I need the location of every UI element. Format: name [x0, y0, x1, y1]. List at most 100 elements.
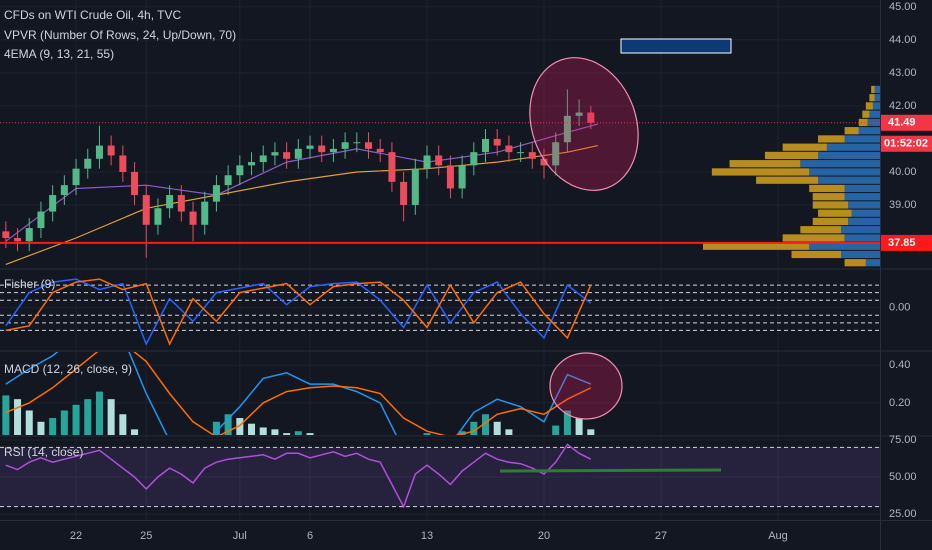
- y-tick-label: 45.00: [889, 1, 917, 13]
- volume-profile-up: [874, 85, 880, 94]
- x-tick-label: Aug: [768, 530, 788, 542]
- y-tick-label: 25.00: [889, 508, 917, 520]
- volume-profile-down: [818, 209, 852, 217]
- candle-body: [84, 158, 92, 169]
- volume-profile-down: [844, 259, 866, 267]
- macd-line: [5, 352, 592, 435]
- histogram-bar: [25, 410, 33, 435]
- candle-body: [411, 168, 419, 205]
- candle-body: [248, 162, 256, 166]
- highlight-ellipse: [529, 57, 639, 191]
- candle-body: [236, 165, 244, 176]
- axes: 22 25 Jul 6 13 20 27 Aug 45.00 44.00 43.00 42.00 40.…: [70, 1, 932, 542]
- candle-body: [271, 152, 279, 156]
- histogram-bar: [423, 433, 431, 435]
- candle-body: [259, 155, 267, 163]
- y-tick-label: 75.00: [889, 434, 917, 446]
- histogram-bar: [84, 399, 92, 435]
- candle-body: [493, 138, 501, 146]
- volume-profile-up: [800, 160, 880, 168]
- candle-body: [318, 145, 326, 153]
- volume-profile-up: [865, 259, 880, 267]
- histogram-bar: [2, 395, 10, 435]
- volume-profile-up: [844, 193, 880, 201]
- y-tick-label: 0.20: [889, 397, 910, 409]
- volume-profile-down: [782, 143, 827, 151]
- histogram-bar: [131, 429, 139, 435]
- candle-body: [329, 148, 337, 153]
- candle-body: [376, 148, 384, 153]
- volume-profile-up: [872, 102, 880, 110]
- candle-body: [481, 138, 490, 153]
- volume-profile-down: [703, 242, 810, 250]
- volume-profile-down: [862, 110, 870, 118]
- candle-body: [423, 155, 431, 169]
- y-tick-label: 0.00: [889, 302, 910, 314]
- support-label: 37.85: [888, 237, 916, 249]
- candle-body: [95, 145, 103, 159]
- rectangle-drawing: [620, 38, 732, 54]
- x-tick-label: Jul: [233, 530, 247, 542]
- histogram-bar: [575, 418, 583, 435]
- volume-profile-down: [812, 217, 849, 226]
- x-tick-label: 13: [421, 530, 433, 542]
- indicator-label: VPVR (Number Of Rows, 24, Up/Down, 70): [4, 28, 236, 42]
- rsi-band: [0, 447, 880, 507]
- indicator-line: [5, 278, 592, 346]
- indicator-line: [5, 443, 592, 509]
- pane-title: MACD (12, 26, close, 9): [4, 362, 132, 376]
- histogram-bar: [72, 404, 80, 435]
- volume-profile-up: [841, 250, 880, 259]
- last-price-label: 41.49: [888, 117, 916, 129]
- y-tick-label: 43.00: [889, 67, 917, 79]
- volume-profile-up: [809, 242, 880, 250]
- volume-profile-down: [791, 250, 842, 259]
- candle-body: [25, 228, 33, 242]
- histogram-bar: [224, 414, 232, 435]
- volume-profile-down: [812, 193, 845, 201]
- candle-body: [283, 152, 291, 159]
- volume-profile-down: [809, 184, 845, 193]
- x-tick-label: 6: [307, 530, 313, 542]
- x-tick-label: 20: [538, 530, 550, 542]
- candle-body: [563, 115, 571, 143]
- histogram-bar: [493, 421, 501, 435]
- histogram-bar: [37, 421, 45, 435]
- rsi-pane: [0, 443, 880, 509]
- candle-body: [540, 158, 548, 166]
- histogram-bar: [481, 414, 490, 435]
- fisher-pane: [0, 278, 880, 346]
- x-tick-label: 25: [140, 530, 152, 542]
- candle-body: [306, 145, 314, 149]
- drawings: [499, 38, 732, 473]
- volume-profile-up: [844, 234, 880, 242]
- volume-profile-down: [782, 234, 845, 242]
- histogram-bar: [248, 423, 256, 435]
- histogram-bar: [212, 421, 220, 435]
- histogram-bar: [458, 431, 466, 435]
- candle-body: [212, 185, 220, 202]
- volume-profile-up: [809, 168, 880, 176]
- indicator-line: [5, 278, 592, 346]
- volume-profile-down: [869, 94, 875, 102]
- pane-title: RSI (14, close): [4, 445, 83, 459]
- histogram-bar: [306, 433, 314, 435]
- volume-profile-up: [874, 94, 880, 102]
- volume-profile-down: [764, 151, 819, 160]
- candle-body: [341, 142, 349, 149]
- y-tick-label: 40.00: [889, 166, 917, 178]
- y-tick-label: 42.00: [889, 100, 917, 112]
- volume-profile-up: [851, 209, 880, 217]
- candle-body: [177, 195, 185, 212]
- candle-body: [446, 165, 454, 189]
- candle-body: [49, 195, 57, 212]
- candle-body: [189, 211, 197, 225]
- candle-body: [2, 231, 10, 238]
- last-price-box: [881, 114, 932, 131]
- headers: CFDs on WTI Crude Oil, 4h, TVC VPVR (Num…: [4, 8, 236, 459]
- support-label-box: [881, 234, 932, 251]
- histogram-bar: [107, 399, 115, 435]
- y-tick-label: 44.00: [889, 34, 917, 46]
